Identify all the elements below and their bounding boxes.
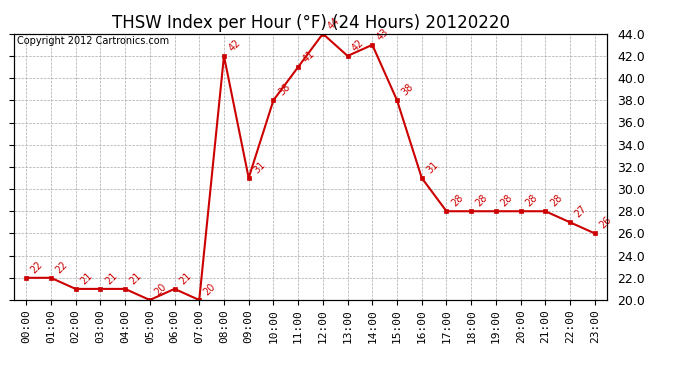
Text: 28: 28 <box>548 193 564 208</box>
Text: 20: 20 <box>152 281 168 297</box>
Text: 22: 22 <box>29 259 45 275</box>
Text: 28: 28 <box>449 193 465 208</box>
Text: 42: 42 <box>227 38 243 53</box>
Text: 43: 43 <box>375 26 391 42</box>
Text: 28: 28 <box>499 193 515 208</box>
Text: 31: 31 <box>424 159 440 175</box>
Text: Copyright 2012 Cartronics.com: Copyright 2012 Cartronics.com <box>17 36 169 46</box>
Text: 21: 21 <box>177 270 193 286</box>
Text: 38: 38 <box>400 82 415 98</box>
Text: 21: 21 <box>79 270 95 286</box>
Text: 31: 31 <box>251 159 267 175</box>
Text: 27: 27 <box>573 204 589 220</box>
Text: 20: 20 <box>202 281 218 297</box>
Text: 21: 21 <box>128 270 144 286</box>
Text: 21: 21 <box>103 270 119 286</box>
Text: 42: 42 <box>351 38 366 53</box>
Text: 38: 38 <box>276 82 292 98</box>
Text: 44: 44 <box>326 15 342 31</box>
Text: 26: 26 <box>598 215 613 231</box>
Text: 28: 28 <box>474 193 490 208</box>
Text: 41: 41 <box>301 48 317 64</box>
Text: 28: 28 <box>524 193 540 208</box>
Title: THSW Index per Hour (°F) (24 Hours) 20120220: THSW Index per Hour (°F) (24 Hours) 2012… <box>112 14 509 32</box>
Text: 22: 22 <box>54 259 70 275</box>
